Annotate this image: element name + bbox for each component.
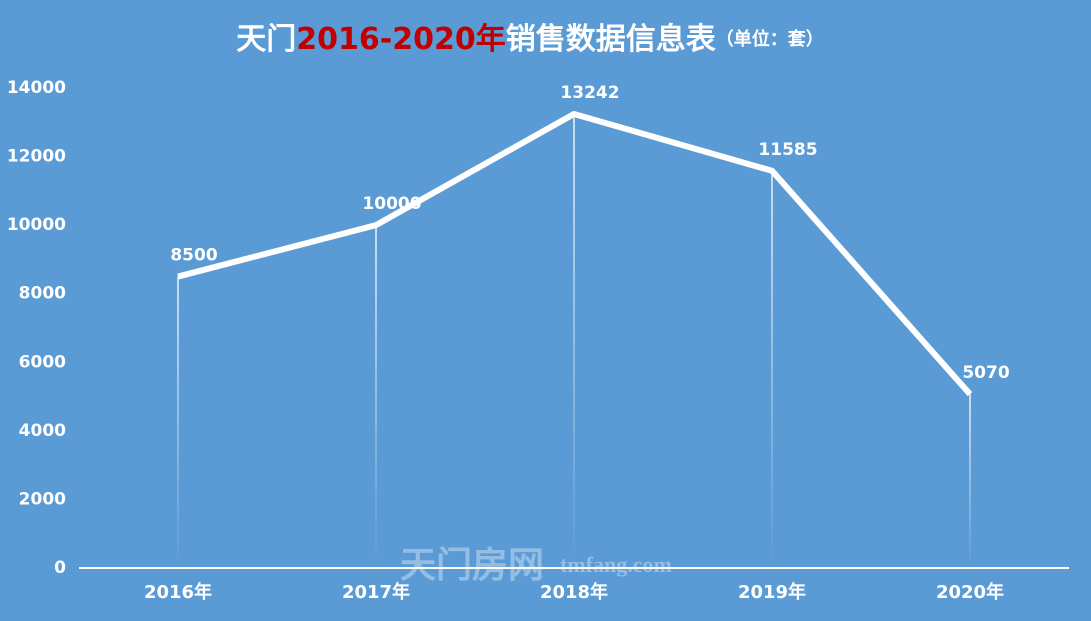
y-tick-label: 10000 [7, 215, 66, 235]
drop-line [771, 170, 773, 569]
data-label: 5070 [962, 363, 1009, 383]
unit: （单位：套） [716, 28, 824, 50]
y-tick-label: 6000 [19, 352, 66, 372]
y-tick-label: 2000 [19, 489, 66, 509]
data-label: 13242 [560, 83, 619, 103]
y-tick-label: 8000 [19, 284, 66, 304]
chart-title: 天门2016-2020年销售数据信息表（单位：套） [236, 22, 823, 57]
title-part: 天门 [236, 22, 296, 57]
watermark-url: tmfang.com [560, 552, 672, 577]
data-label: 11585 [758, 140, 817, 160]
x-tick-label: 2016年 [144, 581, 212, 603]
watermark: 天门房网 [400, 545, 544, 586]
y-tick-label: 14000 [7, 78, 66, 98]
data-label: 8500 [170, 246, 217, 266]
title-part: 销售数据信息表 [506, 22, 716, 57]
x-tick-label: 2020年 [936, 581, 1004, 603]
drop-line [177, 276, 179, 568]
x-tick-label: 2017年 [342, 581, 410, 603]
x-tick-label: 2018年 [540, 581, 608, 603]
drop-line [573, 113, 575, 568]
y-tick-label: 12000 [7, 147, 66, 167]
data-label: 10000 [362, 194, 421, 214]
x-tick-label: 2019年 [738, 581, 806, 603]
title-part: 2016-2020年 [296, 22, 505, 57]
drop-line [375, 225, 377, 568]
drop-line [969, 394, 971, 568]
y-tick-label: 4000 [19, 421, 66, 441]
y-tick-label: 0 [54, 558, 66, 578]
line [177, 110, 973, 397]
